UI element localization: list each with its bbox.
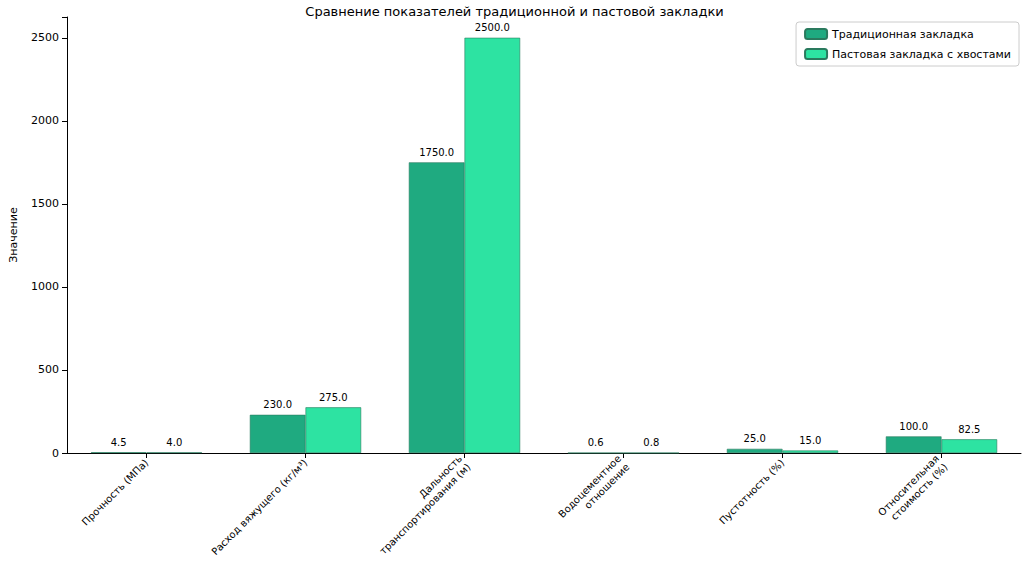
svg-text:1000: 1000 [31,280,59,293]
svg-text:Дальность: Дальность [416,452,465,501]
svg-text:0.8: 0.8 [643,437,659,448]
svg-text:2500.0: 2500.0 [475,22,510,33]
svg-text:1750.0: 1750.0 [419,147,454,158]
svg-text:4.0: 4.0 [166,437,182,448]
svg-text:Пастовая закладка с хвостами: Пастовая закладка с хвостами [832,48,1011,61]
svg-text:Расход вяжущего (кг/м³): Расход вяжущего (кг/м³) [209,457,309,557]
svg-text:Традиционная закладка: Традиционная закладка [831,28,974,41]
svg-text:Прочность (МПа): Прочность (МПа) [80,457,151,528]
svg-text:275.0: 275.0 [319,392,348,403]
svg-text:Водоцементное: Водоцементное [556,452,624,520]
svg-text:Относительная: Относительная [876,452,942,518]
svg-text:Пустотность (%): Пустотность (%) [717,457,786,526]
svg-text:15.0: 15.0 [799,435,821,446]
svg-text:0.6: 0.6 [588,437,604,448]
svg-text:1500: 1500 [31,197,59,210]
svg-text:отношение: отношение [582,461,631,510]
svg-text:0: 0 [52,447,59,460]
svg-text:Сравнение показателей традицио: Сравнение показателей традиционной и пас… [305,4,723,19]
svg-text:4.5: 4.5 [111,437,127,448]
svg-text:230.0: 230.0 [263,399,292,410]
svg-text:транспортирования (м): транспортирования (м) [377,461,472,556]
svg-text:2500: 2500 [31,31,59,44]
svg-text:25.0: 25.0 [744,433,766,444]
svg-text:Значение: Значение [7,207,20,263]
svg-text:стоимость (%): стоимость (%) [889,461,950,522]
svg-text:2000: 2000 [31,114,59,127]
svg-text:100.0: 100.0 [899,421,928,432]
svg-text:500: 500 [38,363,59,376]
svg-text:82.5: 82.5 [958,424,980,435]
